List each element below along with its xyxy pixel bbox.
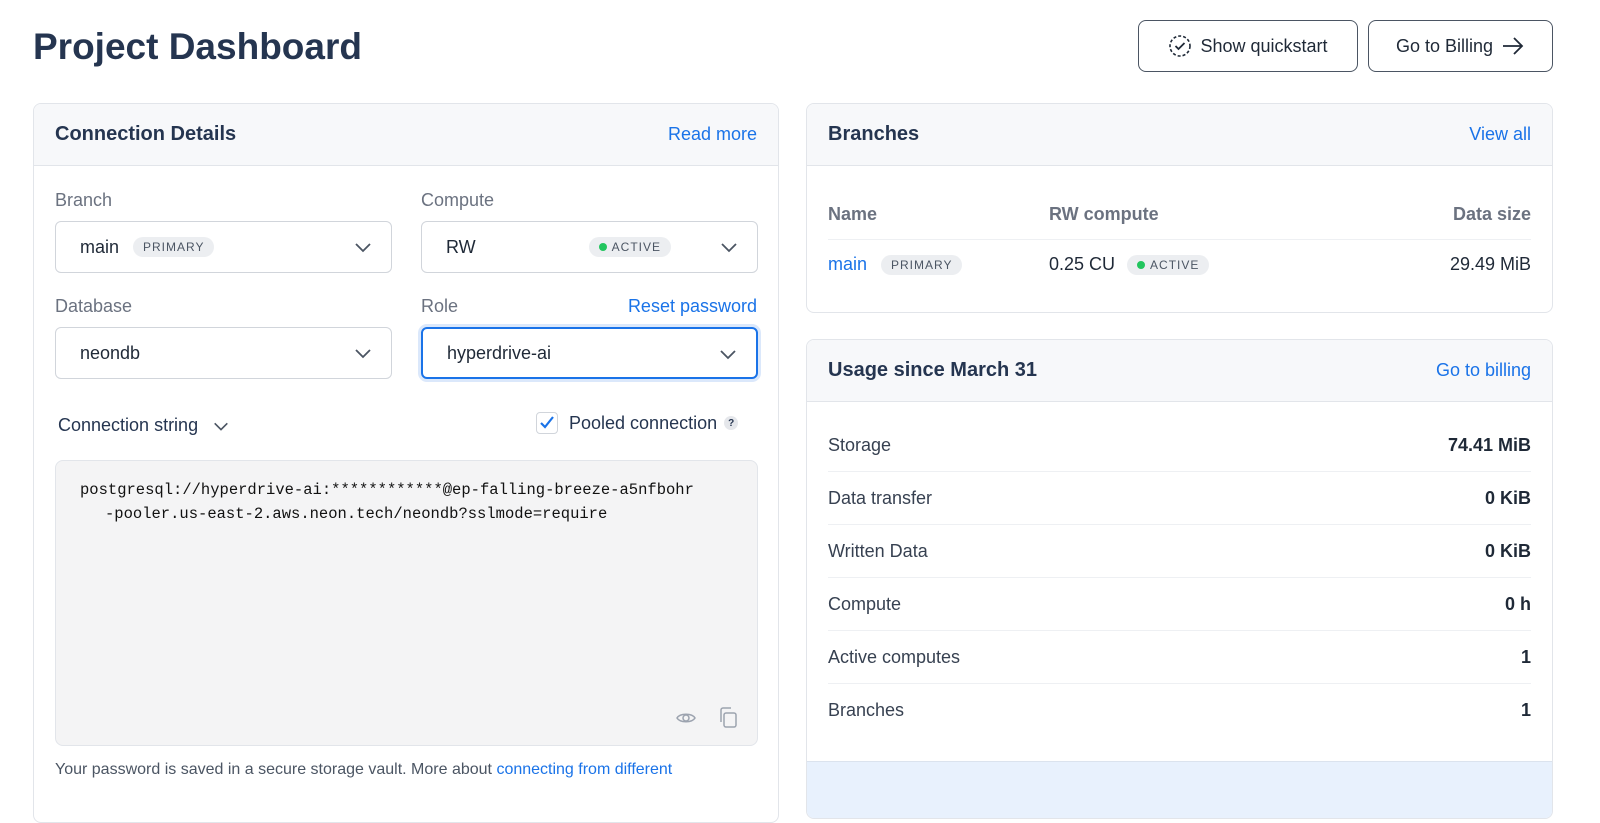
connection-string-dropdown[interactable]: Connection string <box>58 415 230 436</box>
branch-value: main <box>80 236 120 257</box>
branches-title: Branches <box>828 123 920 145</box>
view-all-link[interactable]: View all <box>1469 124 1531 144</box>
connection-string-line: -pooler.us-east-2.aws.neon.tech/neondb?s… <box>105 505 608 523</box>
usage-label: Written Data <box>828 540 928 561</box>
pooled-connection-label: Pooled connection <box>569 412 718 433</box>
primary-badge: PRIMARY <box>881 254 963 275</box>
compute-value: RW <box>446 236 476 257</box>
show-quickstart-label: Show quickstart <box>1200 35 1328 56</box>
usage-label: Active computes <box>828 646 961 667</box>
primary-badge: PRIMARY <box>133 237 215 257</box>
arrow-right-icon <box>1503 37 1524 55</box>
branches-card: Branches View all Name RW compute Data si… <box>806 103 1553 313</box>
connection-string-line: postgresql://hyperdrive-ai:************@… <box>80 481 694 499</box>
usage-row-data-transfer: Data transfer 0 KiB <box>828 472 1531 525</box>
col-compute: RW compute <box>1049 204 1159 224</box>
usage-value: 1 <box>1520 646 1531 667</box>
chevron-down-icon <box>720 350 736 360</box>
usage-row-storage: Storage 74.41 MiB <box>828 419 1531 472</box>
usage-row-written-data: Written Data 0 KiB <box>828 525 1531 578</box>
connection-string-box[interactable]: postgresql://hyperdrive-ai:************@… <box>55 460 758 746</box>
show-quickstart-button[interactable]: Show quickstart <box>1138 20 1358 72</box>
usage-title: Usage since March 31 <box>828 359 1037 381</box>
help-icon[interactable]: ? <box>724 416 739 430</box>
chevron-down-icon <box>214 422 228 431</box>
connection-details-title: Connection Details <box>55 123 237 145</box>
go-to-billing-button[interactable]: Go to Billing <box>1368 20 1553 72</box>
role-value: hyperdrive-ai <box>447 342 552 363</box>
usage-row-branches: Branches 1 <box>828 684 1531 737</box>
chevron-down-icon <box>355 243 371 253</box>
branch-select[interactable]: main PRIMARY <box>55 221 392 273</box>
connection-details-card: Connection Details Read more Branch Compu… <box>33 103 779 823</box>
go-to-billing-link[interactable]: Go to billing <box>1435 360 1531 380</box>
connection-string-label: Connection string <box>58 415 199 435</box>
status-dot-icon <box>1137 260 1146 269</box>
role-select[interactable]: hyperdrive-ai <box>421 327 758 379</box>
database-label: Database <box>55 296 133 316</box>
read-more-link[interactable]: Read more <box>667 124 757 144</box>
check-circle-icon <box>1169 35 1192 57</box>
chevron-down-icon <box>721 243 737 253</box>
table-row: main PRIMARY 0.25 CU ACTIVE 29.49 MiB <box>828 254 1531 275</box>
col-name: Name <box>828 204 878 224</box>
usage-label: Storage <box>828 434 892 455</box>
active-badge: ACTIVE <box>588 237 671 257</box>
usage-label: Branches <box>828 700 905 720</box>
branch-label: Branch <box>55 190 113 210</box>
page-title: Project Dashboard <box>33 26 362 67</box>
password-note-text: Your password is saved in a secure stora… <box>55 761 497 778</box>
branches-header: Name RW compute Data size <box>828 204 1531 240</box>
rw-compute-value: 0.25 CU <box>1049 254 1116 274</box>
database-value: neondb <box>80 342 141 363</box>
compute-select[interactable]: RW ACTIVE <box>421 221 758 273</box>
connecting-link[interactable]: connecting from different <box>496 761 673 778</box>
col-size: Data size <box>1452 204 1531 224</box>
data-size-value: 29.49 MiB <box>1449 254 1531 274</box>
role-label: Role <box>421 296 459 316</box>
usage-value: 0 KiB <box>1484 487 1531 508</box>
checkmark-icon <box>540 416 554 429</box>
reset-password-link[interactable]: Reset password <box>627 296 757 316</box>
usage-value: 74.41 MiB <box>1447 434 1531 455</box>
password-note: Your password is saved in a secure stora… <box>55 761 672 779</box>
active-status: ACTIVE <box>1150 257 1200 272</box>
usage-card: Usage since March 31 Go to billing Storag… <box>806 339 1553 819</box>
metrics-info-banner <box>807 761 1552 818</box>
usage-value: 0 KiB <box>1484 540 1531 561</box>
usage-row-active-computes: Active computes 1 <box>828 631 1531 684</box>
copy-icon[interactable] <box>717 706 739 730</box>
database-select[interactable]: neondb <box>55 327 392 379</box>
usage-row-compute: Compute 0 h <box>828 578 1531 631</box>
pooled-connection-checkbox[interactable] <box>536 412 558 434</box>
usage-label: Data transfer <box>828 487 933 508</box>
chevron-down-icon <box>355 349 371 359</box>
active-badge: ACTIVE <box>1127 254 1210 275</box>
usage-label: Compute <box>828 593 902 614</box>
usage-value: 0 h <box>1504 593 1531 614</box>
eye-icon[interactable] <box>675 707 697 729</box>
usage-list: Storage 74.41 MiB Data transfer 0 KiB Writ… <box>807 402 1552 737</box>
branch-main-link[interactable]: main <box>828 254 868 274</box>
go-to-billing-label: Go to Billing <box>1395 35 1494 56</box>
usage-value: 1 <box>1520 700 1531 720</box>
active-status: ACTIVE <box>611 240 661 254</box>
status-dot-icon <box>598 243 607 251</box>
compute-label: Compute <box>421 190 495 210</box>
